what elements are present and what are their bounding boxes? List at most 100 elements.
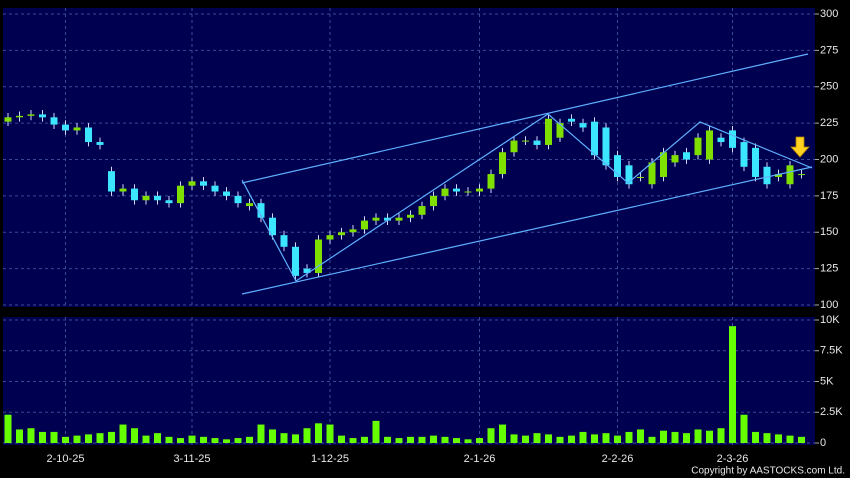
- candle-body: [62, 124, 69, 131]
- candle-body: [591, 121, 598, 156]
- candle-body: [694, 137, 702, 156]
- volume-bar: [188, 435, 196, 443]
- y-tick-label: 150: [820, 226, 838, 238]
- candle-body: [142, 195, 150, 201]
- volume-bar: [165, 436, 173, 443]
- candle-body: [729, 130, 736, 148]
- volume-bar: [211, 438, 219, 443]
- candle-body: [499, 152, 506, 175]
- candle-body: [73, 127, 81, 131]
- candle-body: [740, 142, 748, 167]
- candle-body: [50, 117, 58, 125]
- volume-bar: [326, 424, 334, 443]
- volume-bar: [280, 433, 288, 443]
- volume-bar: [694, 429, 702, 443]
- volume-bar: [39, 431, 46, 443]
- candle-body: [315, 239, 322, 273]
- candle-body: [292, 246, 299, 276]
- volume-bar: [119, 424, 127, 443]
- candle-body: [798, 174, 805, 176]
- candle-body: [200, 181, 207, 186]
- x-tick-label: 3-11-25: [173, 453, 210, 465]
- candle-body: [522, 140, 529, 142]
- candle-body: [108, 171, 115, 192]
- candle-body: [763, 166, 771, 185]
- volume-bar: [740, 414, 748, 443]
- candle-body: [372, 217, 380, 221]
- volume-bar: [614, 435, 621, 443]
- candle-body: [280, 235, 288, 247]
- candle-body: [234, 195, 242, 204]
- y-tick-label: 250: [820, 81, 838, 93]
- candle-body: [326, 235, 334, 240]
- volume-bar: [752, 431, 759, 443]
- y-tick-label: 0: [820, 437, 826, 449]
- volume-bar: [154, 433, 161, 443]
- volume-bar: [683, 433, 690, 443]
- price-panel: [3, 8, 815, 307]
- candle-body: [545, 118, 552, 145]
- volume-bar: [177, 438, 184, 443]
- volume-bar: [269, 429, 276, 443]
- volume-bar: [763, 433, 771, 443]
- trend-line: [241, 113, 813, 282]
- volume-bar: [660, 430, 667, 443]
- volume-bar: [499, 424, 506, 443]
- volume-bar: [487, 428, 495, 443]
- volume-bar: [246, 436, 253, 443]
- candle-body: [476, 188, 483, 192]
- candle-body: [752, 147, 759, 177]
- volume-bar: [579, 431, 587, 443]
- candle-body: [430, 195, 437, 207]
- candle-body: [4, 117, 12, 122]
- volume-bar: [142, 435, 150, 443]
- volume-bar: [602, 433, 610, 443]
- volume-bar: [476, 438, 483, 443]
- volume-bar: [533, 433, 541, 443]
- candle-body: [706, 130, 713, 160]
- y-tick-label: 175: [820, 190, 838, 202]
- y-tick-label: 225: [820, 117, 838, 129]
- volume-bar: [798, 436, 805, 443]
- candle-body: [683, 152, 690, 160]
- volume-bar: [407, 436, 414, 443]
- trend-line: [241, 53, 809, 184]
- volume-bar: [395, 438, 403, 443]
- candle-body: [407, 214, 414, 218]
- arrow-marker: [790, 136, 810, 158]
- volume-bar: [223, 439, 230, 443]
- candle-body: [786, 165, 794, 185]
- candle-body: [637, 176, 644, 178]
- volume-bar: [648, 436, 656, 443]
- y-tick-label: 10K: [820, 314, 840, 326]
- volume-bar: [384, 436, 391, 443]
- volume-panel: [3, 317, 815, 445]
- volume-bar: [85, 434, 92, 443]
- candle-body: [614, 155, 621, 177]
- y-tick-label: 100: [820, 299, 838, 311]
- volume-bar: [131, 428, 138, 443]
- candle-body: [131, 188, 138, 201]
- volume-bar: [556, 436, 564, 443]
- volume-bar: [510, 434, 518, 443]
- candle-body: [775, 174, 782, 177]
- volume-bar: [50, 431, 58, 443]
- volume-bar: [96, 433, 104, 443]
- candle-body: [441, 188, 449, 196]
- y-tick-label: 300: [820, 8, 838, 20]
- candle-body: [188, 181, 196, 186]
- x-tick-label: 1-12-25: [311, 453, 349, 465]
- candle-body: [165, 200, 173, 204]
- candle-body: [418, 206, 426, 215]
- candle-body: [717, 137, 725, 143]
- volume-bar: [441, 436, 449, 443]
- volume-bar: [234, 438, 242, 443]
- volume-bar: [62, 436, 69, 443]
- candle-body: [556, 123, 564, 138]
- candle-body: [625, 165, 633, 185]
- candle-body: [119, 188, 127, 192]
- volume-bar: [729, 326, 736, 443]
- candle-body: [39, 114, 46, 118]
- volume-bar: [568, 435, 575, 443]
